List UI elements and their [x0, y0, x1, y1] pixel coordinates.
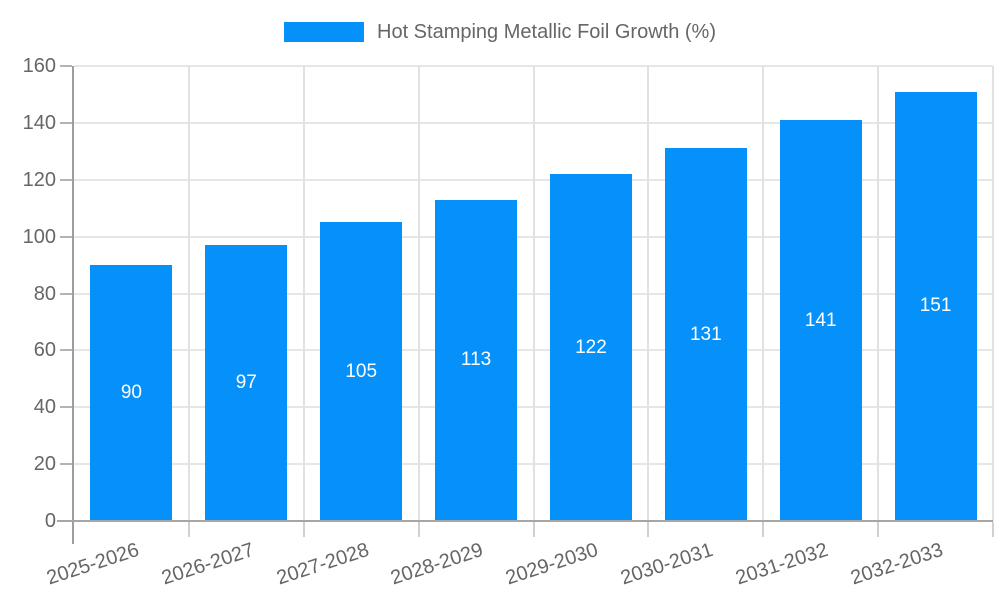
x-gridline-3: [417, 66, 420, 521]
x-gridline-6: [762, 66, 765, 521]
x-gridline-2: [302, 66, 305, 521]
legend-label: Hot Stamping Metallic Foil Growth (%): [377, 21, 716, 43]
y-axis-label: 40: [33, 396, 56, 419]
x-tick-7: [877, 522, 880, 537]
y-tick-160: [60, 65, 72, 67]
x-tick-6: [762, 522, 765, 537]
x-gridline-1: [187, 66, 190, 521]
bar-2029-2030[interactable]: [549, 174, 632, 521]
x-tick-2: [302, 522, 305, 537]
y-tick-120: [60, 178, 72, 181]
bar-2028-2029[interactable]: [435, 199, 518, 521]
x-gridline-5: [647, 66, 650, 521]
y-tick-80: [60, 292, 72, 295]
x-axis-label-2025-2026: 2025-2026: [43, 538, 142, 590]
x-axis-label-2029-2030: 2029-2030: [503, 538, 602, 590]
y-axis-label: 0: [44, 510, 56, 532]
x-tick-5: [647, 522, 650, 537]
y-axis-label: 120: [22, 168, 56, 191]
y-axis-label: 140: [22, 111, 56, 134]
x-tick-8: [992, 522, 994, 537]
x-gridline-7: [877, 66, 880, 521]
bar-2031-2032[interactable]: [779, 120, 862, 521]
y-axis-label: 160: [22, 55, 56, 77]
x-gridline-8: [992, 66, 994, 521]
bar-2025-2026[interactable]: [90, 265, 173, 521]
bar-2030-2031[interactable]: [664, 148, 747, 521]
y-tick-140: [60, 121, 72, 124]
x-axis-label-2026-2027: 2026-2027: [158, 538, 257, 590]
y-tick-60: [60, 349, 72, 352]
y-tick-100: [60, 235, 72, 238]
y-axis-label: 20: [33, 453, 56, 476]
bar-2027-2028[interactable]: [320, 222, 403, 521]
y-axis-label: 80: [33, 282, 56, 305]
x-tick-1: [187, 522, 190, 537]
bar-2026-2027[interactable]: [205, 245, 288, 521]
y-axis-line: [72, 66, 74, 544]
y-axis-label: 60: [33, 339, 56, 362]
x-axis-label-2027-2028: 2027-2028: [273, 538, 372, 590]
bar-2032-2033[interactable]: [894, 91, 977, 521]
x-gridline-4: [532, 66, 535, 521]
y-axis-label: 100: [22, 225, 56, 248]
x-axis-line: [57, 520, 993, 522]
x-axis-label-2030-2031: 2030-2031: [618, 538, 716, 590]
y-tick-40: [60, 406, 72, 409]
x-tick-4: [532, 522, 535, 537]
y-tick-20: [60, 463, 72, 466]
x-axis-label-2028-2029: 2028-2029: [388, 538, 487, 590]
x-axis-label-2031-2032: 2031-2032: [733, 538, 831, 590]
x-tick-3: [417, 522, 420, 537]
chart-legend[interactable]: Hot Stamping Metallic Foil Growth (%): [0, 20, 1000, 44]
x-axis-label-2032-2033: 2032-2033: [847, 538, 946, 590]
legend-swatch: [284, 22, 364, 42]
